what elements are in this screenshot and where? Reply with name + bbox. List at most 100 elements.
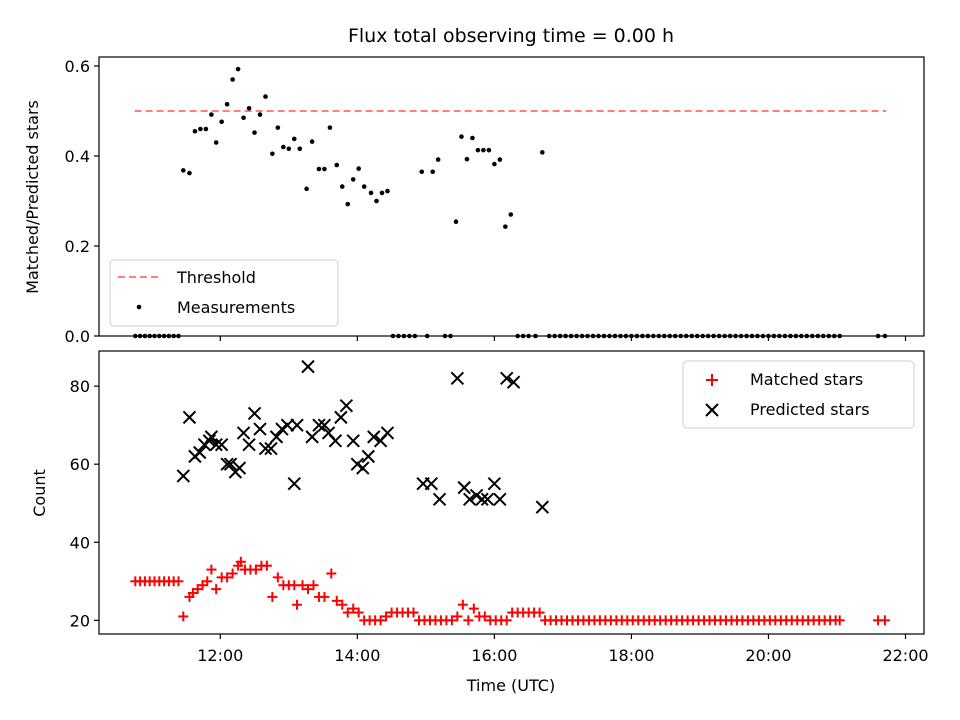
predicted-star-point	[450, 371, 465, 386]
matched-star-point	[206, 564, 217, 575]
measurement-point	[270, 151, 275, 157]
matched-star-point	[272, 572, 283, 583]
predicted-stars-legend-label: Predicted stars	[750, 400, 870, 419]
measurement-point	[291, 136, 297, 142]
predicted-star-point	[232, 461, 247, 475]
top-axes-frame	[98, 56, 925, 337]
measurement-point	[334, 162, 340, 168]
predicted-star-point	[367, 430, 381, 444]
predicted-star-point	[247, 406, 262, 421]
measurement-point	[356, 166, 361, 171]
measurement-point	[492, 161, 497, 167]
measurement-point	[453, 219, 459, 224]
matched-stars-legend-label: Matched stars	[750, 370, 863, 389]
measurement-point	[180, 168, 186, 173]
measurement-point	[379, 190, 385, 196]
predicted-star-point	[356, 461, 370, 475]
measurement-point	[316, 166, 322, 172]
measurement-point	[230, 77, 235, 82]
measurement-point	[327, 125, 333, 130]
measurement-point	[361, 184, 367, 189]
threshold-legend-label: Threshold	[176, 268, 256, 287]
predicted-star-point	[480, 492, 495, 507]
measurement-point	[470, 135, 475, 141]
matched-star-point	[326, 568, 337, 579]
measurement-point	[339, 184, 345, 189]
measurement-point	[368, 190, 374, 196]
matched-star-point	[235, 556, 246, 567]
matched-star-point	[297, 580, 308, 591]
predicted-star-point	[475, 492, 489, 507]
bottom-y-tick-label: 20	[70, 611, 90, 630]
predicted-star-point	[424, 477, 439, 491]
matched-star-point	[302, 584, 313, 595]
predicted-star-point	[457, 480, 471, 495]
predicted-star-point	[334, 410, 348, 425]
matched-star-point	[463, 615, 474, 626]
x-tick-label: 18:00	[608, 646, 654, 665]
top-y-tick-label: 0.6	[65, 57, 90, 76]
measurement-point	[430, 169, 436, 175]
predicted-star-point	[499, 371, 514, 386]
matched-star-point	[331, 595, 342, 606]
bottom-y-tick-label: 40	[70, 533, 90, 552]
top-legend-frame	[109, 259, 339, 327]
predicted-star-point	[312, 418, 326, 432]
matched-star-point	[319, 591, 330, 602]
predicted-star-point	[328, 434, 343, 448]
x-tick-label: 22:00	[882, 646, 928, 665]
predicted-star-point	[182, 410, 197, 425]
measurement-point	[297, 146, 303, 152]
predicted-star-point	[242, 437, 256, 452]
top-y-tick-label: 0.0	[65, 327, 90, 346]
predicted-star-point	[214, 437, 229, 452]
measurement-point	[385, 188, 390, 194]
measurement-point	[475, 147, 481, 153]
measurement-point	[464, 156, 470, 162]
predicted-star-point	[432, 492, 447, 507]
measurement-point	[219, 119, 224, 125]
measurement-point	[486, 147, 492, 153]
measurement-point	[246, 106, 252, 111]
predicted-star-point	[269, 430, 284, 444]
top-legend: Threshold Measurements	[109, 259, 339, 327]
predicted-star-point	[535, 500, 550, 514]
measurement-point	[350, 177, 356, 182]
matched-star-point	[261, 560, 272, 571]
measurement-point	[508, 212, 514, 217]
top-y-axis-label: Matched/Predicted stars	[23, 100, 42, 294]
measurement-point	[345, 201, 351, 207]
predicted-star-point	[380, 426, 395, 440]
matched-star-point	[211, 584, 222, 595]
measurement-point	[374, 198, 379, 204]
matched-star-point	[452, 611, 463, 622]
predicted-star-point	[253, 422, 267, 436]
matched-star-point	[202, 576, 213, 587]
matched-star-point	[446, 615, 457, 626]
bottom-y-tick-label: 60	[70, 455, 90, 474]
measurement-point	[286, 146, 292, 152]
predicted-star-point	[361, 449, 375, 464]
measurement-point	[192, 128, 198, 134]
measurement-point	[322, 166, 327, 172]
predicted-star-point	[264, 441, 278, 456]
bottom-y-axis-label: Count	[30, 469, 49, 517]
measurement-point	[241, 115, 246, 121]
matched-star-point	[408, 607, 419, 618]
measurement-point	[213, 140, 219, 145]
measurement-point	[435, 157, 441, 162]
matched-star-point	[178, 611, 189, 622]
matched-star-point	[267, 591, 278, 602]
predicted-star-point	[287, 477, 301, 491]
bottom-axes-frame	[98, 350, 925, 635]
predicted-stars-legend-swatch	[705, 403, 719, 417]
bottom-legend: Matched stars Predicted stars	[682, 360, 915, 429]
measurement-point	[263, 94, 268, 99]
predicted-star-point	[209, 437, 223, 452]
predicted-star-point	[193, 445, 207, 460]
matched-star-point	[353, 607, 364, 618]
predicted-star-point	[462, 492, 477, 507]
matched-star-point	[834, 615, 845, 626]
predicted-star-point	[290, 418, 304, 432]
predicted-star-point	[317, 418, 332, 432]
